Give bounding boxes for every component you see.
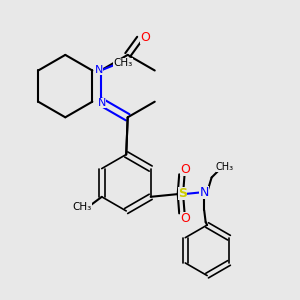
Text: CH₃: CH₃ xyxy=(73,202,92,212)
Text: N: N xyxy=(200,186,209,199)
Text: CH₃: CH₃ xyxy=(216,162,234,172)
Text: O: O xyxy=(140,31,150,44)
Text: O: O xyxy=(180,163,190,176)
Text: CH₃: CH₃ xyxy=(113,58,133,68)
Text: O: O xyxy=(180,212,190,225)
Text: N: N xyxy=(95,65,103,75)
Text: N: N xyxy=(98,98,106,108)
Text: S: S xyxy=(178,187,187,200)
